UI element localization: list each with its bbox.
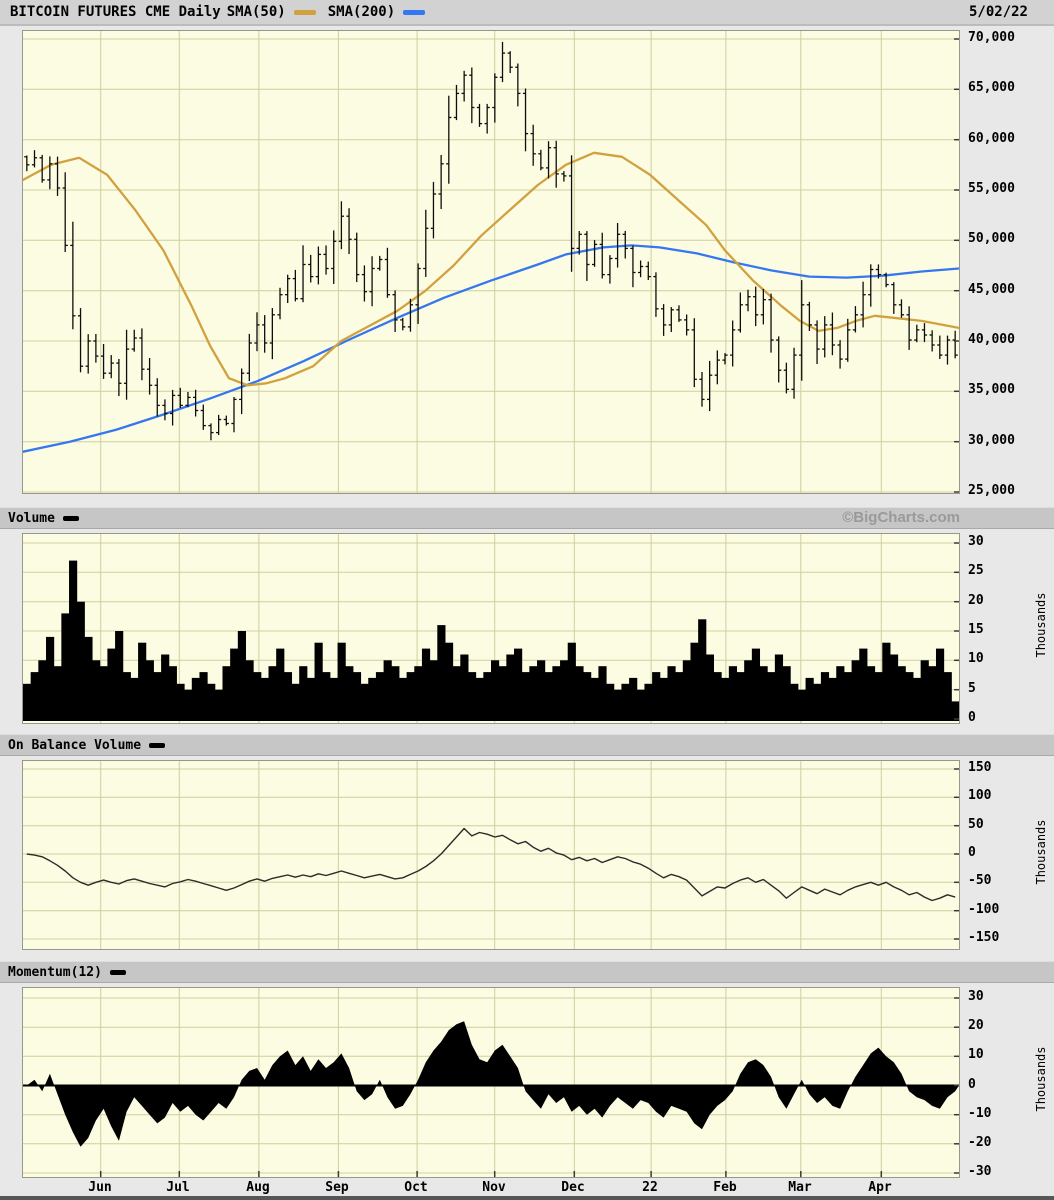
y-axis-tick-label: 70,000 <box>968 30 1015 45</box>
volume-section-label: Volume <box>8 510 55 526</box>
x-axis-month-label: Oct <box>404 1180 428 1195</box>
obv-section-label: On Balance Volume <box>8 737 142 753</box>
y-axis-tick-label: -30 <box>968 1164 992 1179</box>
momentum-section-label: Momentum(12) <box>8 964 102 980</box>
y-axis-tick-label: 35,000 <box>968 382 1015 397</box>
x-axis-month-label: Dec <box>561 1180 585 1195</box>
y-axis-tick-label: -50 <box>968 873 992 888</box>
x-axis-month-label: Feb <box>713 1180 737 1195</box>
y-axis-tick-label: 60,000 <box>968 131 1015 146</box>
momentum-chart-panel <box>22 987 960 1178</box>
sma50-legend-swatch <box>293 9 316 15</box>
price-chart-plot <box>23 31 959 493</box>
y-axis-tick-label: 0 <box>968 710 976 725</box>
x-axis-month-label: Jul <box>166 1180 190 1195</box>
y-axis-tick-label: 30 <box>968 989 984 1004</box>
obv-section-bar: On Balance Volume <box>0 734 1054 756</box>
obv-legend-swatch <box>149 742 166 748</box>
x-axis-month-label: Apr <box>868 1180 892 1195</box>
y-axis-tick-label: 45,000 <box>968 282 1015 297</box>
obv-chart-panel <box>22 760 960 950</box>
y-axis-tick-label: -20 <box>968 1135 992 1150</box>
thousands-axis-unit-label: Thousands <box>1034 592 1048 658</box>
bottom-rule <box>0 1196 1054 1200</box>
y-axis-tick-label: 0 <box>968 845 976 860</box>
y-axis-tick-label: 10 <box>968 1047 984 1062</box>
y-axis-tick-label: 100 <box>968 788 992 803</box>
y-axis-tick-label: 0 <box>968 1077 976 1092</box>
y-axis-tick-label: 25 <box>968 563 984 578</box>
sma200-legend-swatch <box>403 9 426 15</box>
volume-plot <box>23 534 959 723</box>
momentum-legend-swatch <box>109 969 126 975</box>
thousands-axis-unit-label: Thousands <box>1034 819 1048 885</box>
y-axis-tick-label: 10 <box>968 651 984 666</box>
y-axis-tick-label: 50,000 <box>968 231 1015 246</box>
y-axis-tick-label: 65,000 <box>968 80 1015 95</box>
x-axis-month-label: Mar <box>788 1180 812 1195</box>
y-axis-tick-label: 150 <box>968 760 992 775</box>
volume-legend-swatch <box>62 515 79 521</box>
y-axis-tick-label: 55,000 <box>968 181 1015 196</box>
sma50-legend-label: SMA(50) <box>226 4 286 20</box>
momentum-section-bar: Momentum(12) <box>0 961 1054 983</box>
bigcharts-watermark: ©BigCharts.com <box>842 509 960 526</box>
x-axis-month-label: 22 <box>642 1180 658 1195</box>
y-axis-tick-label: -100 <box>968 902 1000 917</box>
y-axis-tick-label: -10 <box>968 1106 992 1121</box>
y-axis-tick-label: 15 <box>968 622 984 637</box>
volume-section-bar: Volume ©BigCharts.com <box>0 507 1054 529</box>
chart-title: BITCOIN FUTURES CME Daily <box>10 4 221 20</box>
price-chart-panel <box>22 30 960 494</box>
y-axis-tick-label: 20 <box>968 593 984 608</box>
y-axis-tick-label: 40,000 <box>968 332 1015 347</box>
thousands-axis-unit-label: Thousands <box>1034 1046 1048 1112</box>
sma200-legend-label: SMA(200) <box>327 4 396 20</box>
x-axis-month-label: Sep <box>325 1180 349 1195</box>
x-axis-month-label: Aug <box>246 1180 270 1195</box>
momentum-plot <box>23 988 959 1177</box>
chart-title-bar: BITCOIN FUTURES CME Daily SMA(50) SMA(20… <box>0 0 1054 26</box>
x-axis-month-label: Nov <box>482 1180 506 1195</box>
volume-chart-panel <box>22 533 960 724</box>
y-axis-tick-label: 30 <box>968 534 984 549</box>
x-axis-month-label: Jun <box>88 1180 112 1195</box>
y-axis-tick-label: -150 <box>968 930 1000 945</box>
y-axis-tick-label: 30,000 <box>968 433 1015 448</box>
y-axis-tick-label: 5 <box>968 681 976 696</box>
y-axis-tick-label: 25,000 <box>968 483 1015 498</box>
y-axis-tick-label: 50 <box>968 817 984 832</box>
chart-date: 5/02/22 <box>968 4 1028 20</box>
y-axis-tick-label: 20 <box>968 1018 984 1033</box>
obv-plot <box>23 761 959 949</box>
